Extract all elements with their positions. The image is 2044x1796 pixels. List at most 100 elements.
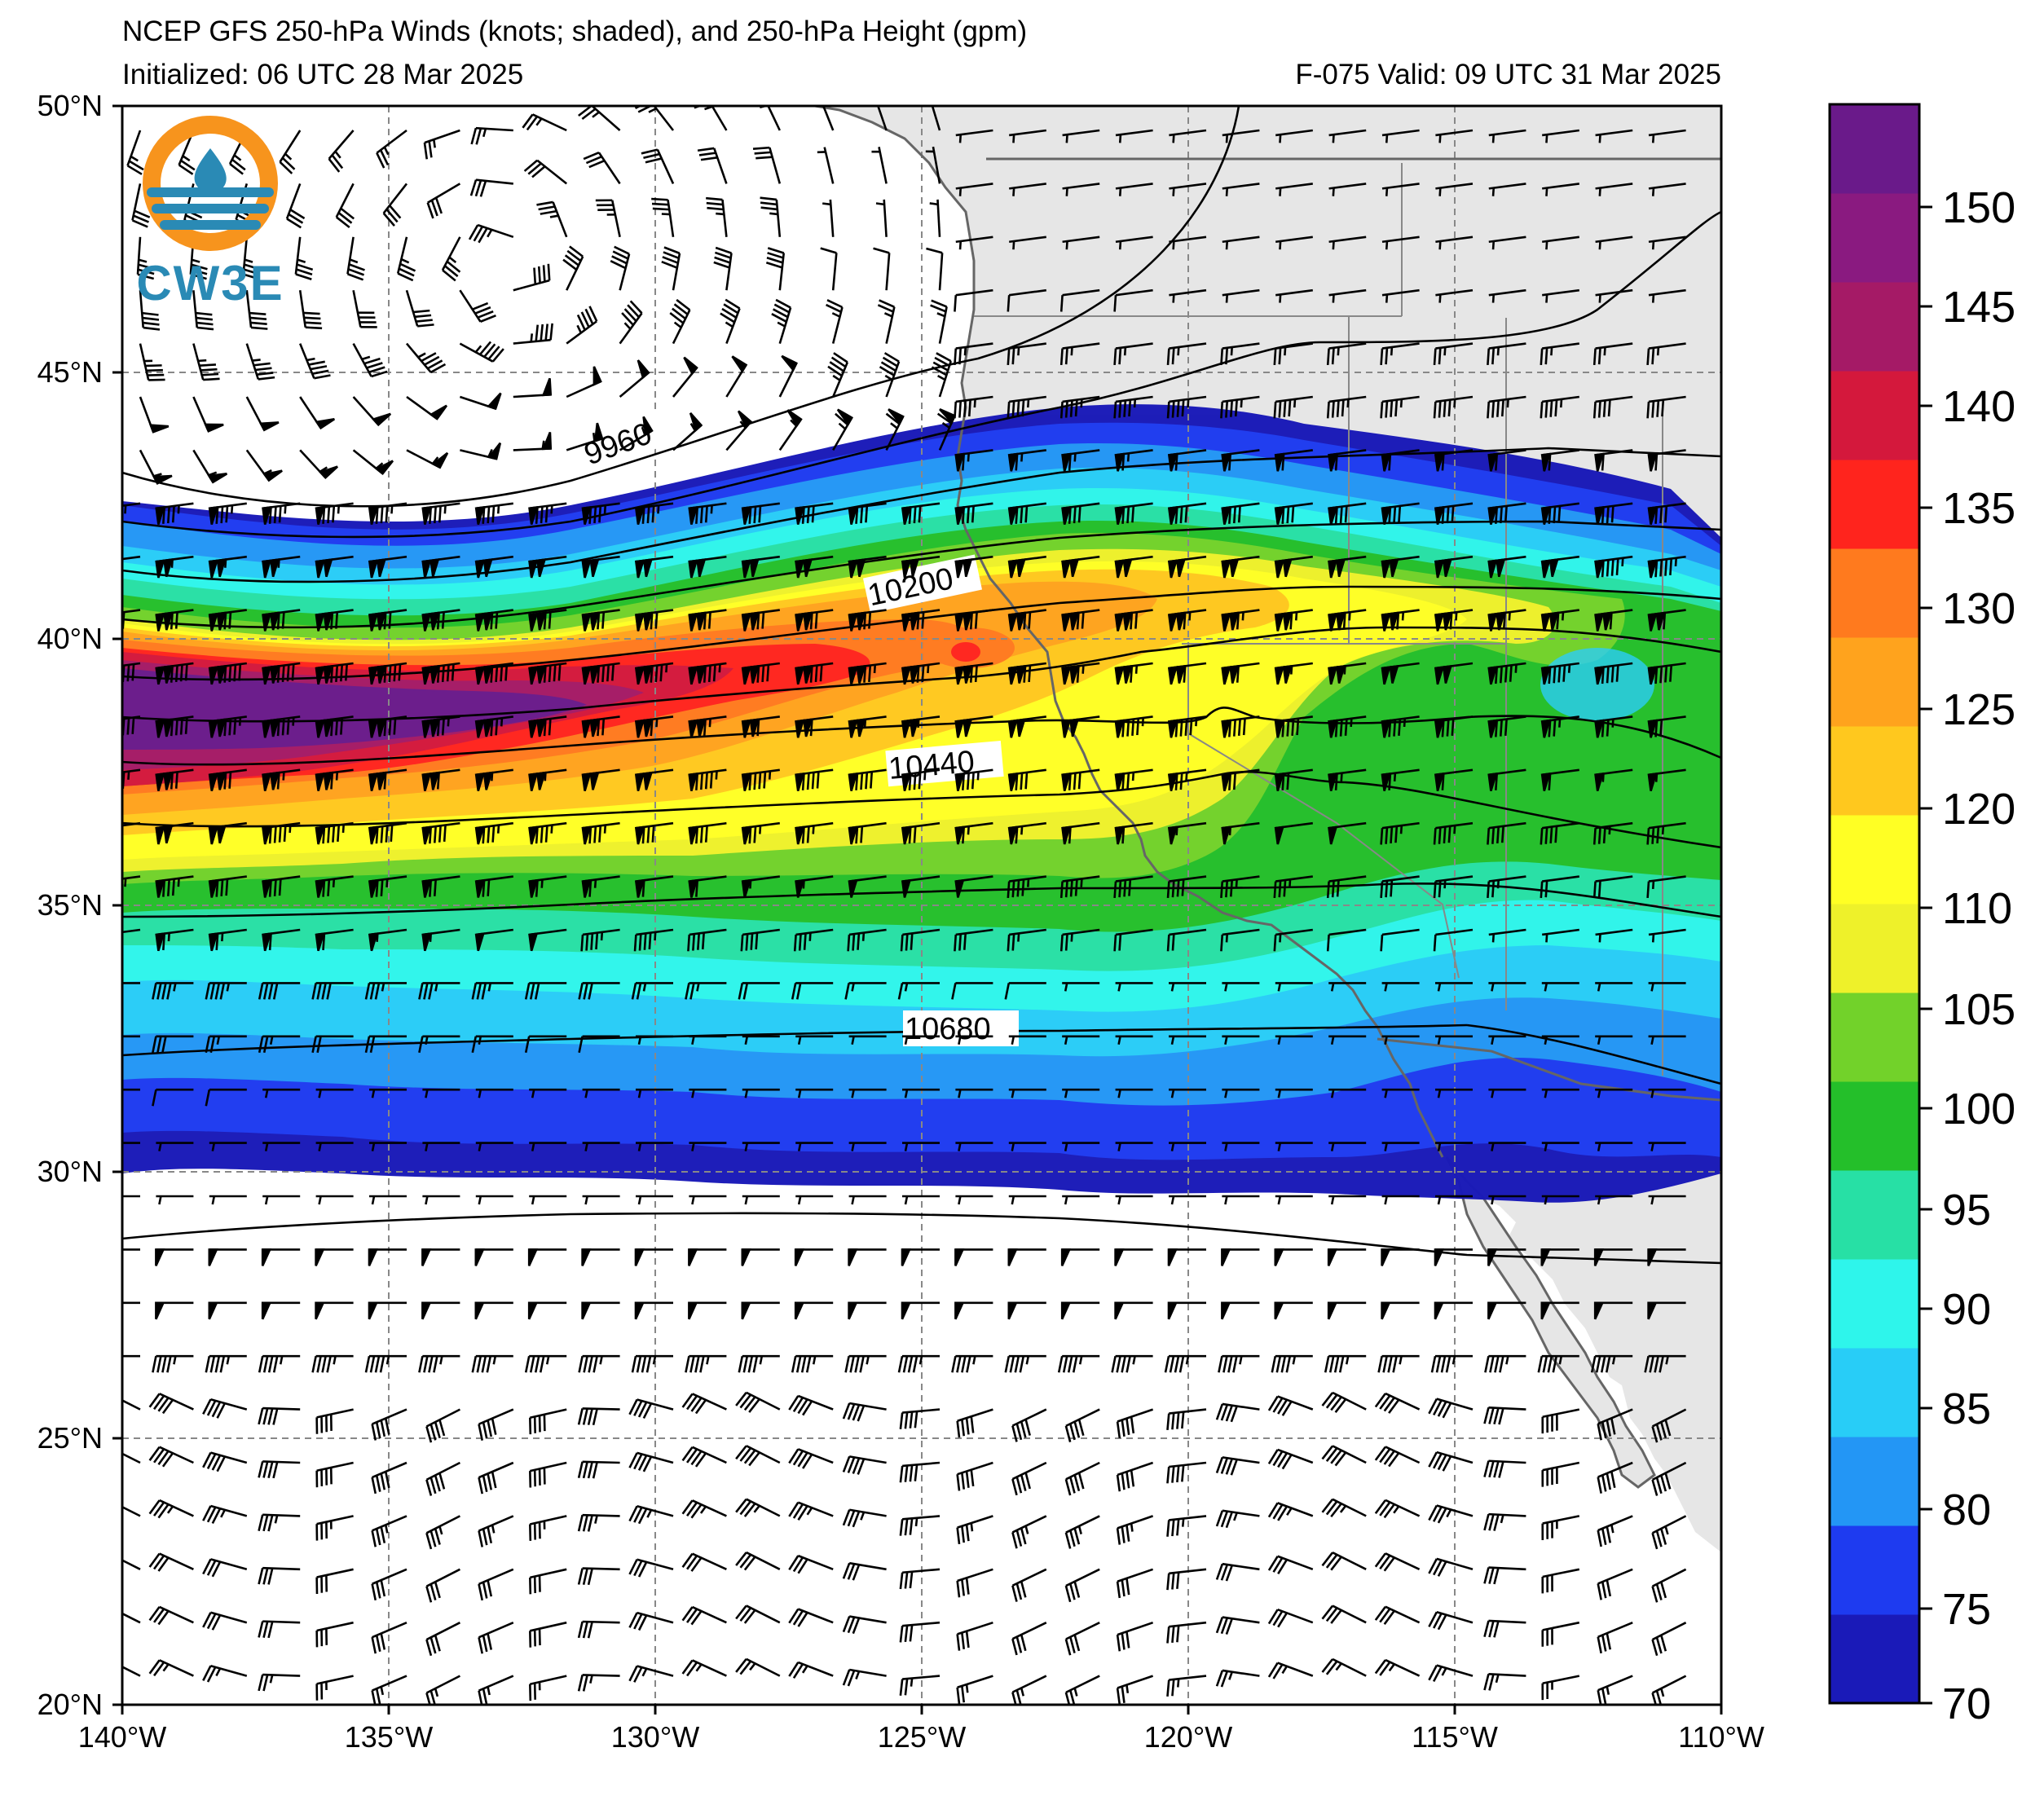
wind-barb bbox=[459, 392, 502, 411]
wind-barb bbox=[791, 982, 834, 1000]
wind-barb bbox=[1540, 555, 1579, 579]
us-mexico-border bbox=[1377, 1037, 1721, 1102]
wind-barb bbox=[262, 609, 301, 632]
wind-barb bbox=[634, 502, 674, 525]
wind-barb bbox=[155, 502, 194, 525]
wind-barb bbox=[1435, 1142, 1473, 1151]
wind-barb bbox=[1064, 1622, 1100, 1656]
wind-barb bbox=[242, 236, 261, 280]
wind-barb bbox=[1428, 1611, 1474, 1631]
wind-barb bbox=[955, 1195, 993, 1205]
wind-barb bbox=[899, 1461, 941, 1483]
wind-barb bbox=[474, 662, 513, 685]
wind-barb bbox=[955, 183, 993, 196]
wind-barb bbox=[1166, 1461, 1207, 1484]
wind-barb bbox=[1328, 449, 1367, 472]
colorbar-segment bbox=[1830, 1170, 1919, 1260]
wind-barb bbox=[1646, 395, 1686, 419]
wind-barb bbox=[636, 1142, 673, 1151]
wind-barb bbox=[1007, 449, 1046, 472]
wind-barb bbox=[1275, 1142, 1313, 1151]
wind-barb bbox=[1220, 875, 1260, 899]
wind-barb bbox=[955, 1088, 993, 1098]
wind-barb bbox=[1328, 183, 1367, 196]
wind-barb bbox=[1487, 1248, 1526, 1266]
colorbar-tick-label: 150 bbox=[1942, 183, 2015, 232]
wind-barb bbox=[873, 247, 891, 291]
wind-barb bbox=[1116, 1515, 1154, 1545]
wind-barb bbox=[1275, 1088, 1313, 1098]
lon-label: 130°W bbox=[611, 1720, 699, 1754]
wind-barb bbox=[681, 1552, 727, 1572]
wind-barb bbox=[929, 199, 941, 237]
wind-barb bbox=[956, 1568, 993, 1598]
wind-barb bbox=[954, 502, 993, 525]
wind-barb bbox=[262, 502, 301, 525]
wind-barb bbox=[258, 1406, 301, 1425]
wind-barb bbox=[1541, 1142, 1579, 1151]
wind-barb bbox=[1011, 1408, 1047, 1442]
wind-barb bbox=[1222, 183, 1260, 196]
wind-barb bbox=[1374, 1605, 1421, 1625]
wind-barb bbox=[738, 1354, 780, 1373]
wind-barb bbox=[1597, 1408, 1633, 1441]
wind-barb bbox=[122, 875, 141, 887]
wind-barb bbox=[328, 130, 355, 173]
wind-barb bbox=[1061, 449, 1100, 472]
wind-barb bbox=[1488, 1035, 1526, 1045]
wind-barb bbox=[1594, 768, 1633, 791]
wind-barb bbox=[1321, 1552, 1367, 1571]
wind-barb bbox=[1540, 768, 1579, 791]
wind-barb bbox=[1220, 395, 1260, 419]
wind-barb bbox=[1537, 1354, 1579, 1373]
wind-barb bbox=[208, 821, 247, 845]
wind-barb bbox=[1321, 1605, 1367, 1624]
wind-barb bbox=[1483, 1566, 1526, 1585]
colorbar-segment bbox=[1830, 904, 1919, 993]
wind-barb bbox=[1647, 1301, 1686, 1320]
wind-barb bbox=[735, 1605, 781, 1624]
wind-barb bbox=[795, 609, 834, 632]
wind-barb bbox=[1647, 1248, 1686, 1266]
initialized-time: Initialized: 06 UTC 28 Mar 2025 bbox=[122, 59, 524, 90]
wind-barb bbox=[529, 1408, 567, 1435]
axis-ticks bbox=[112, 104, 1723, 1715]
wind-barb bbox=[1169, 288, 1207, 303]
wind-barb bbox=[582, 1088, 620, 1098]
wind-barb bbox=[1222, 236, 1260, 250]
wind-barb bbox=[527, 1301, 567, 1320]
lat-label: 25°N bbox=[37, 1421, 103, 1455]
wind-barb bbox=[876, 106, 888, 131]
wind-barb bbox=[901, 662, 941, 685]
colorbar-segment bbox=[1830, 1437, 1919, 1526]
wind-barb bbox=[528, 928, 567, 952]
wind-barb bbox=[460, 442, 502, 460]
wind-barb bbox=[577, 1513, 620, 1532]
wind-barb bbox=[1541, 1515, 1580, 1540]
wind-barb bbox=[1274, 715, 1313, 738]
wind-barb bbox=[1011, 1568, 1047, 1602]
wind-barb bbox=[1594, 449, 1633, 472]
wind-barb bbox=[741, 1301, 780, 1320]
wind-barb bbox=[713, 246, 733, 291]
wind-barb bbox=[315, 715, 354, 738]
colorbar-segment bbox=[1830, 815, 1919, 905]
wind-barb bbox=[418, 1354, 460, 1373]
wind-barb bbox=[848, 502, 887, 525]
wind-barb bbox=[577, 1460, 620, 1479]
wind-barb bbox=[279, 130, 302, 174]
wind-barb bbox=[202, 1398, 248, 1419]
wind-barb bbox=[1428, 1450, 1474, 1472]
wind-barb bbox=[1590, 1354, 1633, 1373]
wind-barb bbox=[1273, 875, 1313, 899]
wind-barb bbox=[258, 1513, 301, 1532]
lon-label: 115°W bbox=[1412, 1720, 1498, 1754]
lon-label: 140°W bbox=[78, 1720, 166, 1754]
wind-barb bbox=[1007, 875, 1046, 899]
wind-barb bbox=[1004, 1354, 1046, 1373]
wind-barb bbox=[956, 1621, 993, 1651]
wind-barb bbox=[202, 1664, 248, 1683]
wind-barb bbox=[610, 245, 631, 291]
wind-barb bbox=[955, 1142, 993, 1151]
wind-barb bbox=[523, 159, 568, 185]
